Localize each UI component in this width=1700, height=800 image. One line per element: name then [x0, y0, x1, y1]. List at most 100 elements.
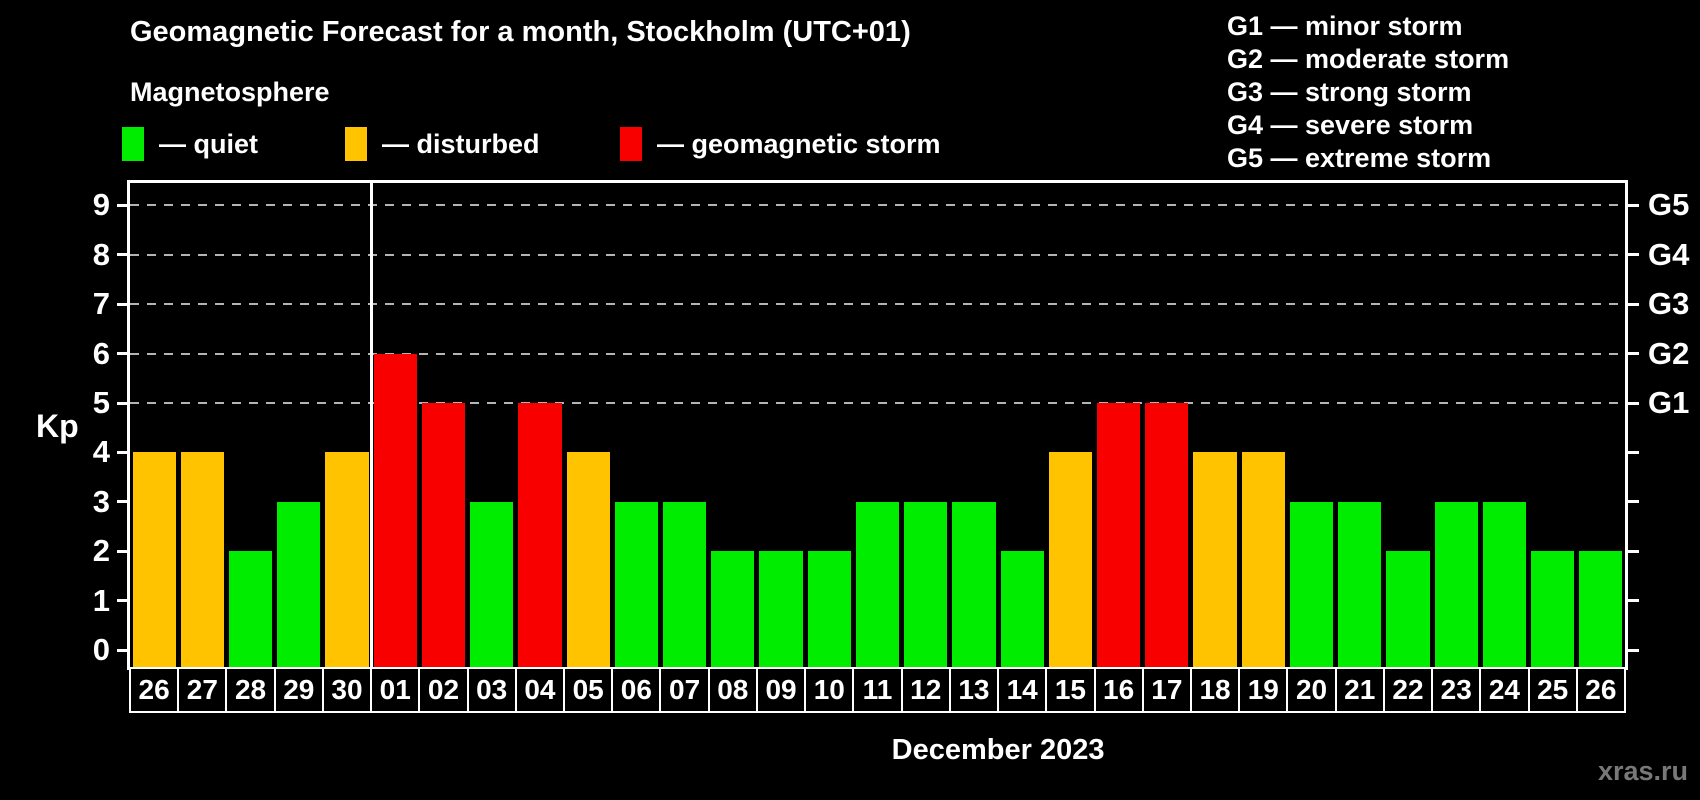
date-cell: 27 — [177, 667, 228, 713]
date-cell: 05 — [563, 667, 614, 713]
right-axis-tick — [1625, 500, 1639, 504]
kp-bar — [132, 452, 176, 667]
gridline-kp9 — [130, 204, 1625, 207]
right-axis-tick — [1625, 549, 1639, 553]
kp-bar — [662, 501, 707, 667]
date-cell: 21 — [1334, 667, 1385, 713]
left-axis-tick — [117, 450, 130, 454]
date-cell: 29 — [273, 667, 324, 713]
g-tick-label: G2 — [1648, 335, 1690, 371]
date-cell: 15 — [1045, 667, 1096, 713]
date-cell: 14 — [997, 667, 1048, 713]
kp-bar — [1193, 452, 1237, 667]
legend-item-storm: — geomagnetic storm — [620, 123, 941, 165]
x-axis-month-label: December 2023 — [891, 734, 1105, 766]
plot-area — [127, 180, 1628, 670]
kp-bar — [1048, 452, 1092, 667]
left-axis-tick — [117, 203, 130, 207]
y-tick-label: 4 — [92, 434, 110, 470]
g-scale-legend: G1 — minor storm G2 — moderate storm G3 — … — [1227, 10, 1509, 175]
kp-bar — [1338, 501, 1382, 667]
left-axis-tick — [117, 352, 130, 356]
g-tick-label: G3 — [1648, 286, 1690, 322]
date-cell: 25 — [1527, 667, 1578, 713]
y-tick-label: 3 — [92, 483, 110, 519]
chart-title: Geomagnetic Forecast for a month, Stockh… — [130, 16, 911, 48]
kp-bar — [566, 452, 610, 667]
left-axis-tick — [117, 302, 130, 306]
kp-bar — [904, 501, 948, 667]
legend-swatch-quiet — [122, 127, 144, 161]
kp-bar — [711, 551, 755, 667]
month-divider — [369, 183, 373, 667]
g-legend-item: G4 — severe storm — [1227, 110, 1474, 140]
date-cell: 13 — [948, 667, 1000, 713]
g-legend-item: G1 — minor storm — [1227, 11, 1463, 41]
kp-bar — [807, 551, 851, 667]
kp-bar — [325, 452, 369, 667]
right-axis-tick — [1625, 648, 1639, 652]
kp-bar — [373, 353, 417, 667]
date-cell: 30 — [321, 667, 373, 713]
legend-swatch-disturbed — [345, 127, 367, 161]
y-tick-label: 2 — [92, 533, 110, 569]
date-cell: 07 — [659, 667, 710, 713]
date-cell: 26 — [129, 667, 180, 713]
date-cell: 22 — [1382, 667, 1434, 713]
kp-bar — [1482, 501, 1527, 667]
date-cell: 03 — [466, 667, 517, 713]
date-cell: 01 — [370, 667, 421, 713]
kp-bar — [228, 551, 273, 667]
kp-bar — [180, 452, 224, 667]
g-legend-item: G3 — strong storm — [1227, 77, 1472, 107]
kp-bar — [1000, 551, 1044, 667]
legend-label-disturbed: — disturbed — [382, 128, 540, 159]
kp-bar — [1434, 501, 1478, 667]
chart-subtitle: Magnetosphere — [130, 77, 330, 107]
kp-bar — [1097, 403, 1141, 667]
y-tick-label: 8 — [92, 236, 110, 272]
y-tick-label: 7 — [92, 286, 110, 322]
date-cell: 02 — [418, 667, 469, 713]
kp-bar — [614, 501, 658, 667]
y-axis-title: Kp — [36, 408, 79, 444]
date-cell: 16 — [1093, 667, 1144, 713]
kp-bar — [1241, 452, 1285, 667]
legend-label-storm: — geomagnetic storm — [657, 128, 941, 159]
right-axis-tick — [1625, 203, 1639, 207]
kp-bar — [1145, 403, 1189, 667]
kp-bar — [1531, 551, 1575, 667]
legend-item-disturbed: — disturbed — [345, 123, 540, 165]
right-axis-tick — [1625, 450, 1639, 454]
date-cell: 11 — [852, 667, 903, 713]
date-cell: 24 — [1479, 667, 1530, 713]
y-tick-label: 9 — [92, 187, 110, 223]
legend-swatch-storm — [620, 127, 642, 161]
right-axis-tick — [1625, 599, 1639, 603]
date-cell: 06 — [611, 667, 662, 713]
left-axis-tick — [117, 648, 130, 652]
date-cell: 04 — [514, 667, 566, 713]
kp-bar — [518, 403, 562, 667]
date-cell: 23 — [1431, 667, 1482, 713]
g-tick-label: G1 — [1648, 385, 1690, 420]
kp-bar — [1579, 551, 1623, 667]
y-tick-label: 0 — [92, 632, 110, 667]
left-axis-tick — [117, 599, 130, 603]
left-axis-tick — [117, 401, 130, 405]
y-tick-label: 5 — [92, 385, 110, 420]
gridline-kp6 — [130, 352, 1625, 355]
right-axis-tick — [1625, 302, 1639, 306]
g-tick-label: G5 — [1648, 187, 1690, 223]
date-cell: 12 — [900, 667, 951, 713]
kp-bar — [855, 501, 900, 667]
kp-bar — [470, 501, 514, 667]
date-cell: 10 — [804, 667, 855, 713]
legend-label-quiet: — quiet — [159, 128, 258, 159]
g-tick-label: G4 — [1648, 236, 1690, 272]
kp-bar — [277, 501, 321, 667]
date-cell: 20 — [1286, 667, 1337, 713]
left-axis-tick — [117, 549, 130, 553]
date-cell: 17 — [1141, 667, 1192, 713]
